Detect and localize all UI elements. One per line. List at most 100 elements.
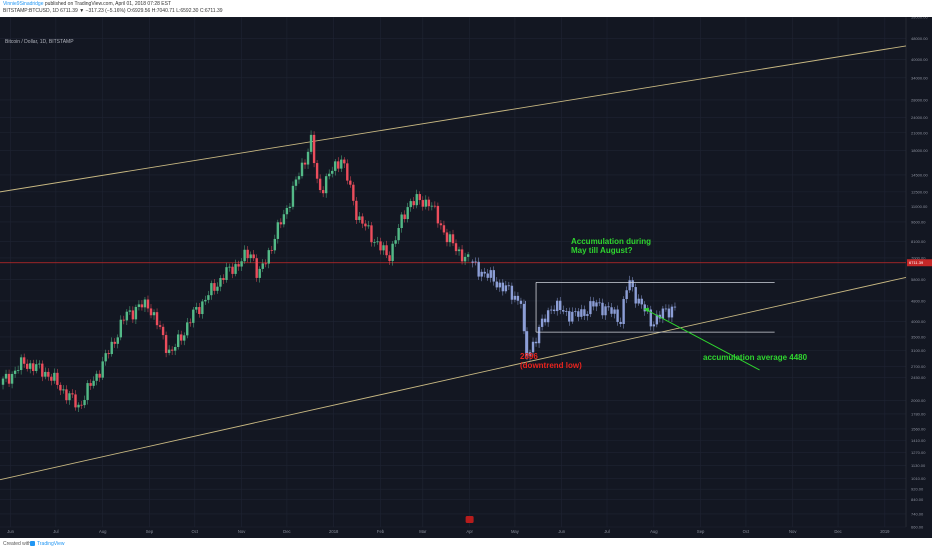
candle-body: [240, 261, 243, 267]
projection-bar-body: [640, 298, 643, 305]
candle-body: [228, 266, 231, 268]
candle-body: [98, 373, 101, 378]
arrow-line: [647, 309, 760, 371]
price-chart[interactable]: 58000.00 48000.00 40000.00 34000.00 28000.00…: [0, 17, 932, 538]
candle-body: [370, 225, 373, 243]
y-tick-label: 840.00: [911, 497, 924, 502]
candle-body: [409, 201, 412, 208]
candle-body: [195, 307, 198, 310]
candle-body: [318, 178, 322, 191]
candle-body: [167, 349, 171, 353]
candle-body: [264, 263, 267, 265]
y-tick-label: 14500.00: [911, 172, 928, 177]
projection-bar-body: [546, 310, 550, 323]
x-tick-label: Jul: [604, 529, 609, 534]
projection-bar-body: [510, 285, 514, 300]
candle-body: [394, 240, 397, 244]
candle-body: [16, 370, 20, 371]
candle-body: [361, 216, 364, 224]
x-tick-label: Jun: [7, 529, 14, 534]
projection-bar-body: [667, 308, 671, 318]
candle-body: [427, 199, 431, 207]
projection-bar-body: [565, 311, 568, 312]
candle-body: [391, 243, 394, 262]
candle-body: [433, 205, 437, 207]
projection-bar-body: [601, 302, 604, 316]
accumulation-average-note: accumulation average 4480: [703, 353, 808, 362]
author-link[interactable]: Vinnie9Sinadridge: [3, 1, 44, 7]
y-tick-label: 21000.00: [911, 130, 928, 135]
projection-bar-body: [562, 310, 565, 312]
current-price-label: 6711.39: [909, 260, 924, 265]
y-tick-label: 58000.00: [911, 17, 928, 20]
projection-bar-body: [628, 280, 631, 291]
candle-body: [219, 278, 222, 287]
projection-bar-body: [549, 309, 553, 311]
projection-bar-body: [595, 302, 598, 307]
x-tick-label: Jul: [53, 529, 58, 534]
projection-bar-body: [534, 341, 538, 344]
candle-body: [170, 349, 174, 351]
candle-body: [35, 364, 38, 372]
candle-body: [59, 384, 62, 391]
candle-body: [62, 389, 65, 391]
chart-header: Vinnie9Sinadridge published on TradingVi…: [0, 0, 932, 17]
projection-bar-body: [598, 302, 601, 304]
candle-body: [53, 372, 56, 381]
y-tick-label: 1410.00: [911, 438, 926, 443]
x-tick-label: Sep: [697, 529, 705, 534]
candle-body: [352, 184, 355, 201]
tradingview-logo-icon: [30, 541, 35, 546]
trend-line: [0, 276, 907, 481]
y-tick-label: 4800.00: [911, 298, 926, 303]
projection-bar-body: [492, 270, 495, 282]
candle-body: [285, 208, 289, 215]
candle-body: [198, 307, 201, 315]
y-tick-label: 1270.00: [911, 450, 926, 455]
candle-body: [140, 304, 144, 308]
y-tick-label: 3100.00: [911, 348, 926, 353]
candle-body: [439, 223, 443, 226]
y-tick-label: 2700.00: [911, 364, 926, 369]
candle-body: [92, 380, 95, 386]
candle-body: [267, 250, 270, 264]
candle-body: [258, 268, 261, 278]
y-tick-label: 920.00: [911, 487, 924, 492]
candle-body: [131, 310, 135, 320]
candle-body: [113, 341, 116, 344]
x-tick-label: Jun: [558, 529, 565, 534]
candle-body: [337, 161, 340, 169]
candle-body: [442, 225, 446, 233]
candle-body: [448, 234, 452, 243]
candle-body: [204, 299, 207, 302]
candle-body: [246, 249, 249, 259]
projection-bar-body: [555, 300, 559, 312]
chart-area[interactable]: 58000.00 48000.00 40000.00 34000.00 28000.00…: [0, 17, 932, 538]
candle-body: [158, 325, 162, 327]
candle-body: [397, 228, 400, 241]
y-tick-label: 2450.00: [911, 375, 926, 380]
candle-body: [143, 299, 147, 308]
candle-body: [243, 249, 246, 262]
projection-bar-body: [522, 303, 526, 332]
projection-bar-body: [480, 271, 483, 277]
x-tick-label: Mar: [419, 529, 427, 534]
symbol-line: BITSTAMP:BTCUSD, 1D 6711.39 ▼ −317.23 (−…: [3, 8, 223, 14]
footer: Created with TradingView: [0, 538, 932, 550]
downtrend-low-note: 2896 (downtrend low): [520, 352, 582, 370]
candle-body: [125, 311, 129, 321]
candle-body: [379, 241, 382, 251]
y-tick-label: 2000.00: [911, 398, 926, 403]
tradingview-brand[interactable]: TradingView: [37, 541, 65, 547]
projection-bar-body: [498, 282, 502, 288]
candle-body: [343, 159, 346, 164]
projection-bar-body: [673, 306, 677, 308]
y-tick-label: 1560.00: [911, 426, 926, 431]
projection-bar-body: [586, 314, 589, 316]
y-tick-label: 8100.00: [911, 239, 926, 244]
candle-body: [77, 404, 80, 408]
candle-body: [358, 216, 361, 220]
candle-body: [25, 363, 29, 369]
candle-body: [321, 190, 325, 194]
candle-body: [89, 383, 92, 386]
